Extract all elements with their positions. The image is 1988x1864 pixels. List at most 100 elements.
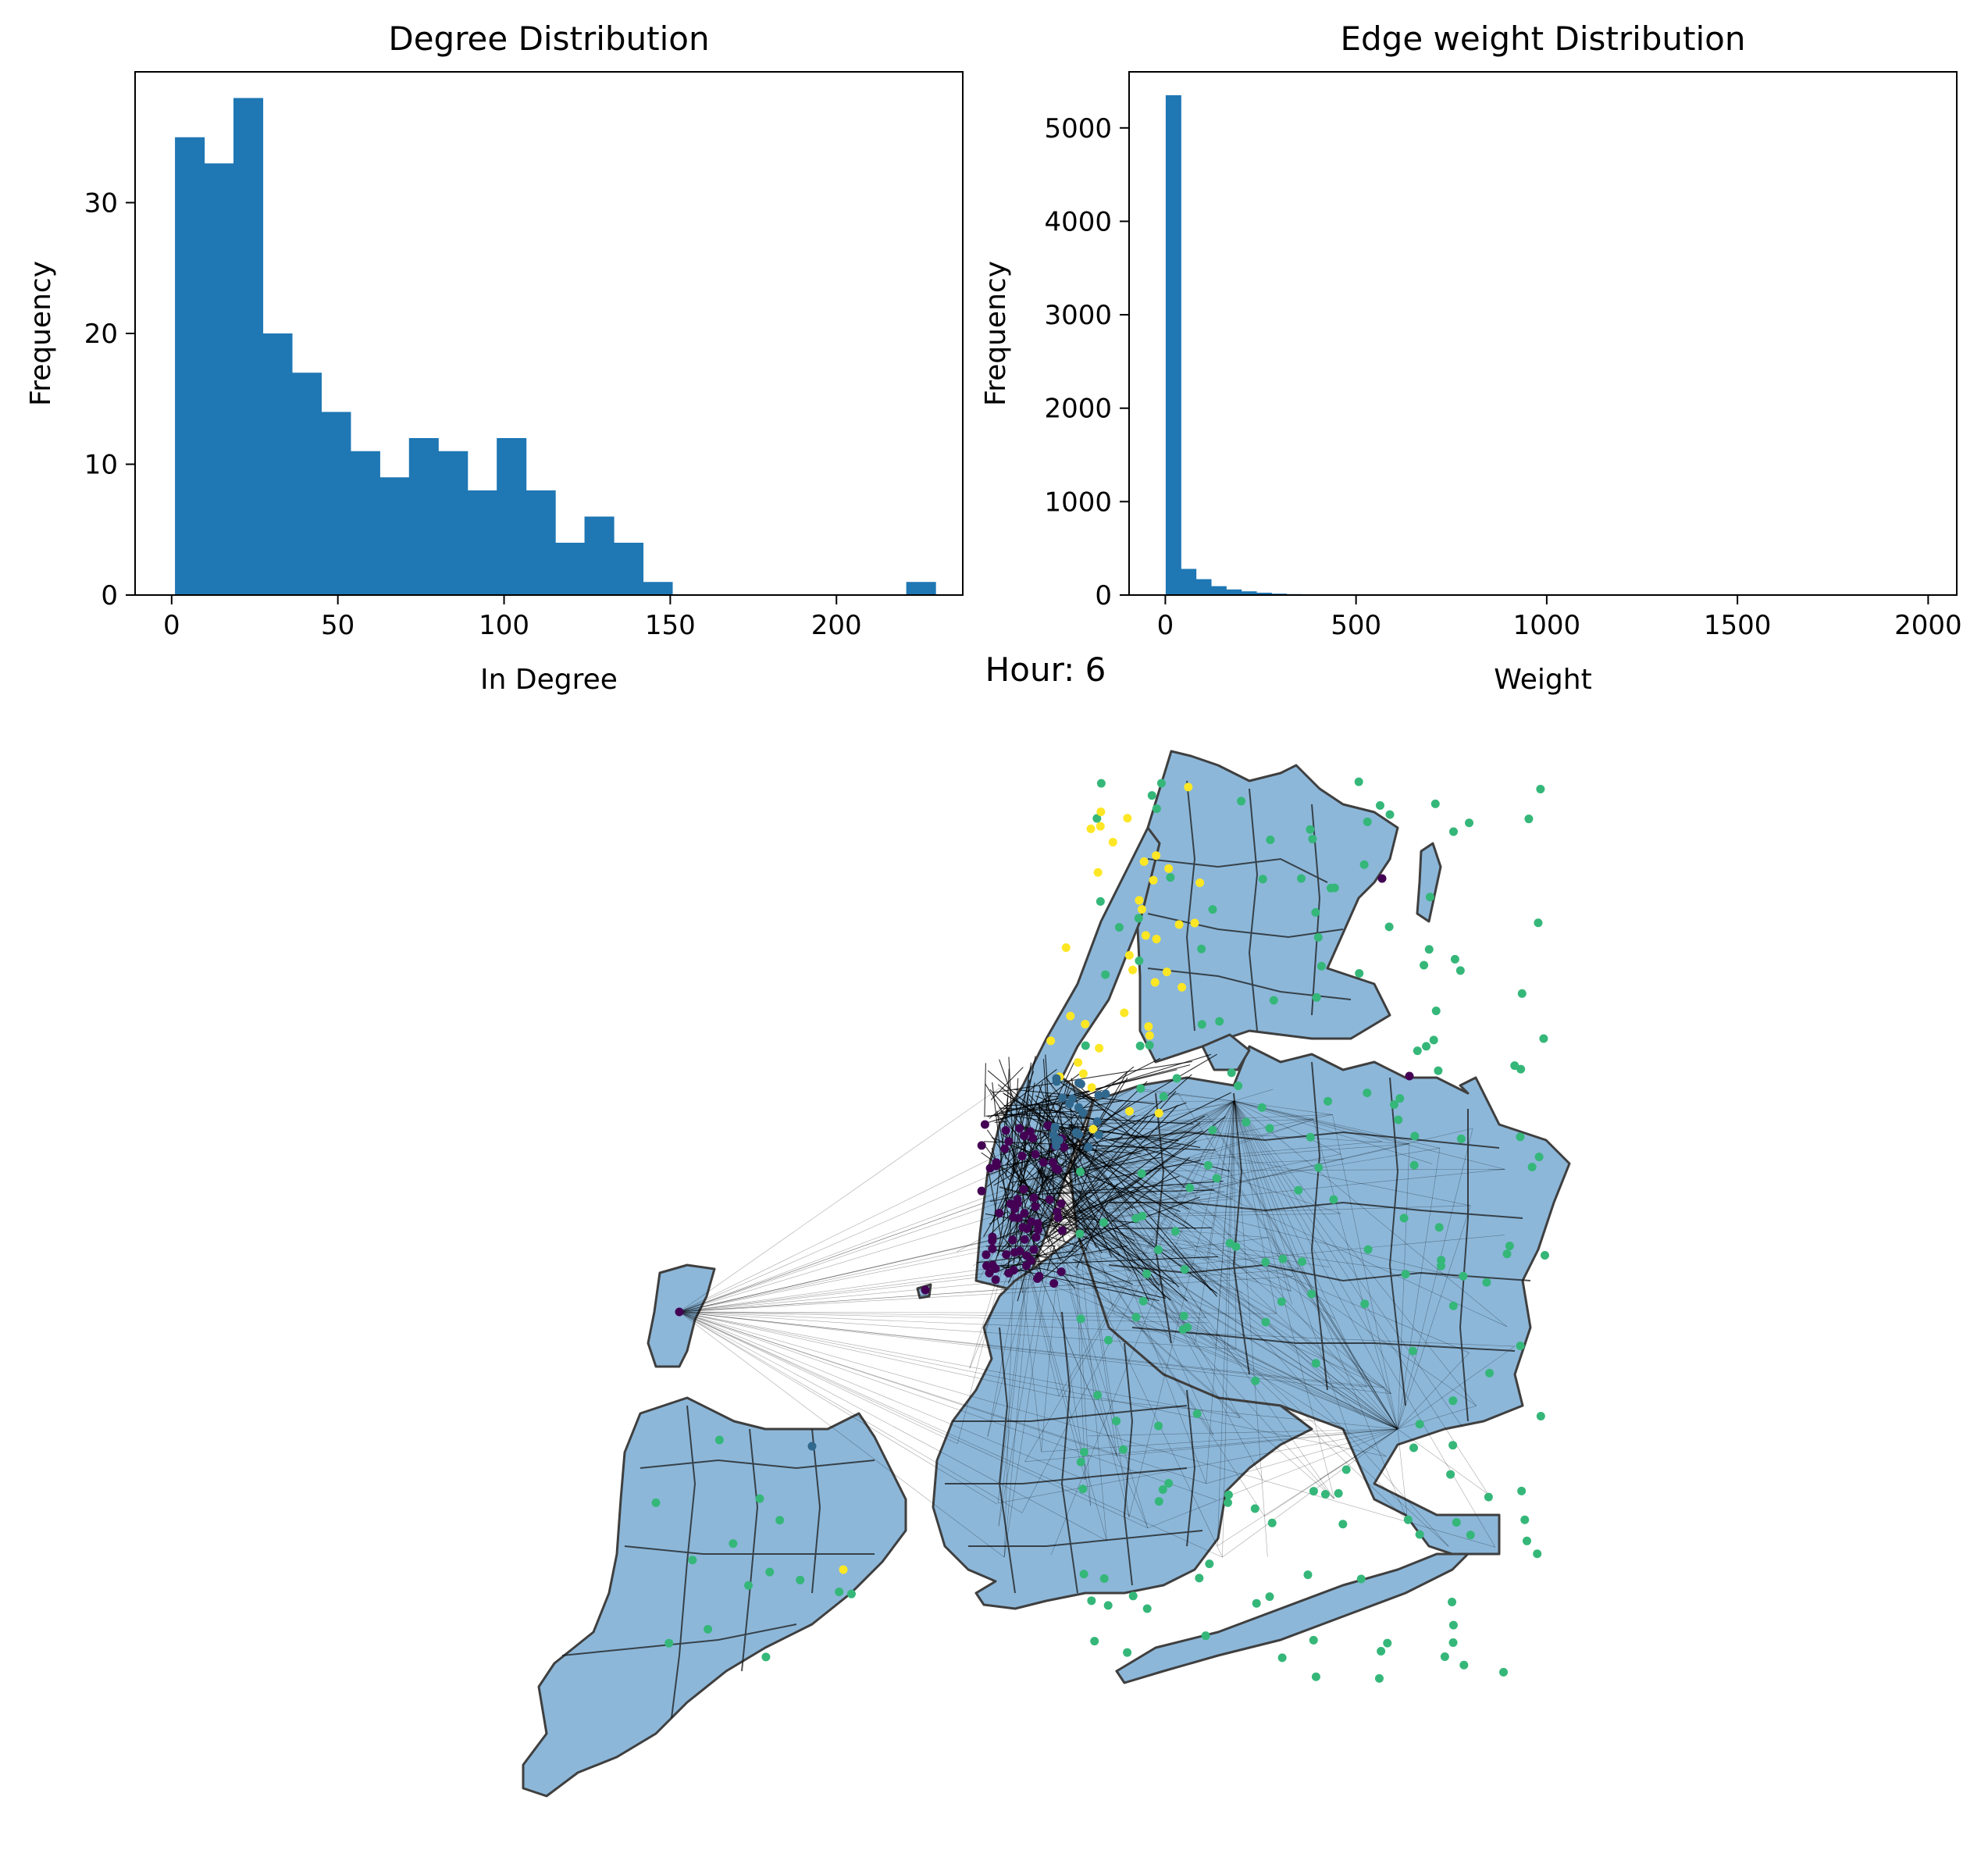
rikers-island-polygon xyxy=(1201,1033,1251,1071)
network-node xyxy=(651,1498,661,1507)
network-edge xyxy=(1069,1124,1185,1325)
network-edge xyxy=(679,1195,1020,1313)
network-node xyxy=(1539,1034,1548,1043)
network-node xyxy=(1120,1008,1129,1018)
network-edge xyxy=(1186,1185,1398,1430)
network-edge xyxy=(1206,1114,1398,1430)
network-node xyxy=(1128,1591,1138,1601)
network-edge xyxy=(679,1311,1209,1324)
network-edge xyxy=(679,1276,1294,1313)
network-node xyxy=(1536,1412,1545,1421)
network-node xyxy=(1008,1235,1017,1245)
network-node xyxy=(1265,1124,1274,1133)
network-node xyxy=(1499,1667,1509,1677)
network-edge xyxy=(1038,1171,1223,1558)
bronx-polygon xyxy=(1135,750,1399,1064)
chart2-axes-frame xyxy=(1128,71,1958,596)
network-node xyxy=(1203,1160,1213,1170)
network-edge xyxy=(1128,1100,1234,1517)
chart1-bar xyxy=(204,163,234,595)
brooklyn-polygon xyxy=(932,1232,1313,1610)
network-node xyxy=(1177,982,1187,992)
chart2-x-tick-label: 2000 xyxy=(1894,610,1962,641)
network-node xyxy=(1308,834,1317,843)
network-edge xyxy=(1014,1192,1225,1219)
network-edge xyxy=(1012,1157,1162,1183)
network-edge xyxy=(1117,1428,1398,1456)
network-edge xyxy=(1046,1092,1149,1302)
network-node xyxy=(1338,1520,1348,1529)
network-edge xyxy=(1058,1100,1234,1396)
network-edge xyxy=(989,1160,1201,1203)
network-node xyxy=(1172,1074,1181,1083)
network-node xyxy=(1078,1069,1088,1078)
network-node xyxy=(1225,1239,1234,1248)
network-node xyxy=(1142,1604,1152,1613)
network-node xyxy=(688,1556,697,1565)
network-node xyxy=(1363,1088,1372,1097)
network-node xyxy=(995,1208,1004,1217)
network-node xyxy=(1185,1183,1195,1192)
network-node xyxy=(1096,822,1105,831)
network-node xyxy=(1261,1257,1270,1267)
chart2-bar xyxy=(1195,579,1212,595)
network-node xyxy=(1154,1421,1163,1431)
network-edge xyxy=(1041,1428,1398,1452)
network-node xyxy=(1390,1100,1399,1109)
network-edge xyxy=(679,1311,1149,1529)
network-edge xyxy=(1384,1387,1398,1430)
network-node xyxy=(1020,1235,1029,1244)
chart2-bar xyxy=(1256,593,1272,595)
network-node xyxy=(1482,1278,1491,1287)
network-edge xyxy=(679,1311,1241,1419)
network-edge xyxy=(1069,1124,1207,1484)
network-edge xyxy=(1233,1100,1367,1388)
network-edge xyxy=(1143,1090,1234,1102)
network-node xyxy=(1258,875,1267,884)
network-node xyxy=(1136,1084,1145,1093)
network-node xyxy=(1540,1250,1549,1260)
network-node xyxy=(1324,1096,1333,1106)
network-edge xyxy=(679,1237,1269,1313)
network-node xyxy=(1429,1035,1438,1045)
network-node xyxy=(988,1232,997,1242)
network-node xyxy=(1355,968,1364,978)
network-node xyxy=(1316,961,1326,971)
network-edge xyxy=(1264,1428,1398,1517)
network-edge xyxy=(1031,1185,1398,1430)
network-node xyxy=(1017,1151,1027,1160)
network-node xyxy=(846,1589,856,1598)
network-edge xyxy=(1068,1104,1178,1221)
network-node xyxy=(1074,1103,1084,1112)
network-node xyxy=(744,1581,754,1590)
chart1-x-tick-label: 150 xyxy=(645,610,696,641)
network-node xyxy=(1099,1574,1109,1583)
network-node xyxy=(1377,874,1387,883)
network-edge xyxy=(1397,1428,1408,1521)
network-node xyxy=(1266,836,1275,845)
network-edge xyxy=(679,1311,1117,1456)
network-edge xyxy=(1046,1078,1100,1147)
network-node xyxy=(1093,1391,1103,1400)
network-node xyxy=(1033,1219,1042,1228)
network-node xyxy=(1139,857,1149,866)
network-node xyxy=(1058,1093,1067,1103)
network-node xyxy=(1201,1631,1210,1641)
network-node xyxy=(1061,943,1071,953)
network-edge xyxy=(1002,1235,1037,1280)
network-node xyxy=(1145,1031,1154,1040)
network-node xyxy=(1020,1132,1029,1141)
network-edge xyxy=(1069,1124,1477,1406)
network-edge xyxy=(1069,1124,1217,1346)
network-edge xyxy=(987,1124,1071,1437)
network-edge xyxy=(995,1264,1160,1302)
network-edge xyxy=(1038,1168,1505,1172)
chart2-x-tick-label: 1000 xyxy=(1513,610,1581,641)
network-edge xyxy=(1233,1100,1237,1349)
network-node xyxy=(1066,1011,1075,1021)
network-node xyxy=(1090,1637,1099,1646)
network-node xyxy=(1385,810,1395,819)
network-node xyxy=(1195,878,1205,887)
network-edge xyxy=(986,1053,1211,1124)
network-node xyxy=(1466,1531,1475,1540)
